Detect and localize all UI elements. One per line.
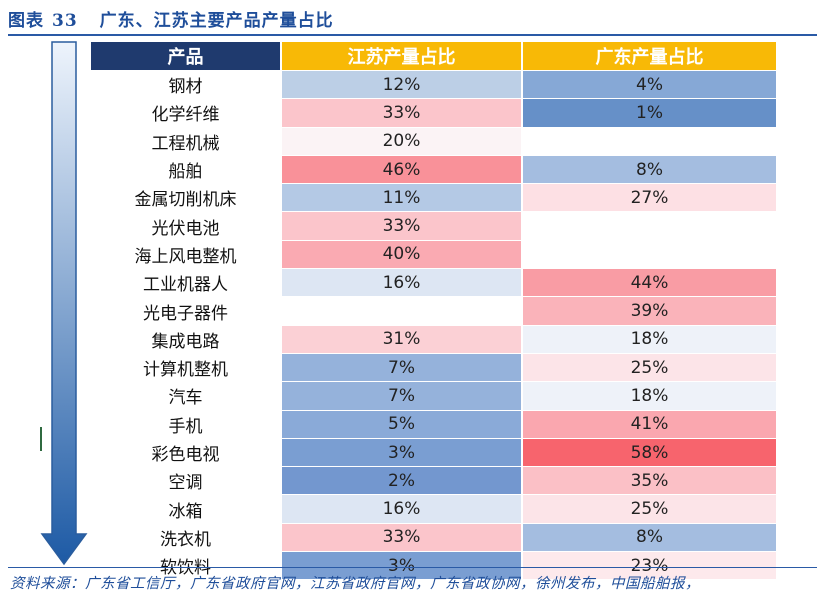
jiangsu-share-cell: 7% (281, 381, 523, 411)
product-name: 工业机器人 (91, 268, 282, 298)
figure-title-text: 广东、江苏主要产品产量占比 (99, 11, 334, 31)
product-name: 光伏电池 (91, 211, 282, 241)
table-row: 计算机整机 7% 25% (91, 353, 778, 383)
figure-number: 33 (52, 11, 78, 31)
jiangsu-share-cell: 33% (281, 98, 523, 128)
guangdong-share-cell: 41% (522, 410, 778, 439)
jiangsu-share-cell: 16% (281, 494, 523, 524)
table-row: 工程机械 20% (91, 127, 778, 156)
product-name: 钢材 (91, 70, 282, 100)
guangdong-share-cell: 58% (522, 438, 778, 468)
jiangsu-share-cell: 20% (281, 127, 523, 156)
table-row: 空调 2% 35% (91, 466, 778, 496)
product-name: 计算机整机 (91, 353, 282, 383)
product-name: 光电子器件 (91, 296, 282, 326)
production-share-table: 产品 江苏产量占比 广东产量占比 钢材 12% 4% 化学纤维 33% 1% 工程机械 20%… (91, 42, 778, 581)
table-row: 彩色电视 3% 58% (91, 438, 778, 468)
guangdong-share-cell: 35% (522, 466, 778, 496)
guangdong-share-cell: 8% (522, 155, 778, 185)
marker-line (40, 427, 42, 451)
product-name: 化学纤维 (91, 98, 282, 128)
header-guangdong-share: 广东产量占比 (522, 42, 778, 71)
jiangsu-share-cell: 7% (281, 353, 523, 383)
guangdong-share-cell: 4% (522, 70, 778, 100)
product-name: 工程机械 (91, 127, 282, 156)
table-row: 船舶 46% 8% (91, 155, 778, 185)
table-row: 洗衣机 33% 8% (91, 523, 778, 553)
product-name: 冰箱 (91, 494, 282, 524)
table-row: 工业机器人 16% 44% (91, 268, 778, 298)
figure-label: 图表 (8, 11, 44, 31)
guangdong-share-cell (522, 127, 778, 156)
source-note: 资料来源：广东省工信厅，广东省政府官网，江苏省政府官网，广东省政协网，徐州发布，… (10, 576, 700, 592)
guangdong-share-cell: 44% (522, 268, 778, 298)
figure-title: 图表 33 广东、江苏主要产品产量占比 (8, 6, 334, 31)
product-name: 空调 (91, 466, 282, 496)
guangdong-share-cell: 23% (522, 551, 778, 581)
table-row: 钢材 12% 4% (91, 70, 778, 100)
table-header-row: 产品 江苏产量占比 广东产量占比 (91, 42, 778, 71)
jiangsu-share-cell: 33% (281, 211, 523, 241)
table-row: 光伏电池 33% (91, 211, 778, 241)
product-name: 彩色电视 (91, 438, 282, 468)
product-name: 汽车 (91, 381, 282, 411)
guangdong-share-cell: 1% (522, 98, 778, 128)
table-row: 海上风电整机 40% (91, 240, 778, 270)
jiangsu-share-cell: 31% (281, 325, 523, 354)
table-row: 集成电路 31% 18% (91, 325, 778, 354)
product-name: 软饮料 (91, 551, 282, 581)
jiangsu-share-cell: 5% (281, 410, 523, 439)
table-row: 软饮料 3% 23% (91, 551, 778, 581)
product-name: 洗衣机 (91, 523, 282, 553)
product-name: 船舶 (91, 155, 282, 185)
title-rule (8, 34, 817, 36)
jiangsu-share-cell: 3% (281, 551, 523, 581)
product-name: 手机 (91, 410, 282, 439)
guangdong-share-cell: 39% (522, 296, 778, 326)
jiangsu-share-cell: 40% (281, 240, 523, 270)
guangdong-share-cell (522, 211, 778, 241)
guangdong-share-cell: 25% (522, 353, 778, 383)
table-row: 汽车 7% 18% (91, 381, 778, 411)
header-product: 产品 (91, 42, 282, 71)
table-row: 冰箱 16% 25% (91, 494, 778, 524)
header-jiangsu-share: 江苏产量占比 (281, 42, 523, 71)
guangdong-share-cell: 18% (522, 325, 778, 354)
table-row: 化学纤维 33% 1% (91, 98, 778, 128)
product-name: 海上风电整机 (91, 240, 282, 270)
product-name: 金属切削机床 (91, 183, 282, 213)
guangdong-share-cell: 8% (522, 523, 778, 553)
jiangsu-share-cell: 16% (281, 268, 523, 298)
table-row: 金属切削机床 11% 27% (91, 183, 778, 213)
product-name: 集成电路 (91, 325, 282, 354)
jiangsu-share-cell (281, 296, 523, 326)
table-row: 光电子器件 39% (91, 296, 778, 326)
jiangsu-share-cell: 3% (281, 438, 523, 468)
down-arrow-icon (40, 40, 90, 568)
guangdong-share-cell: 25% (522, 494, 778, 524)
guangdong-share-cell (522, 240, 778, 270)
guangdong-share-cell: 18% (522, 381, 778, 411)
jiangsu-share-cell: 12% (281, 70, 523, 100)
jiangsu-share-cell: 46% (281, 155, 523, 185)
table-row: 手机 5% 41% (91, 410, 778, 439)
jiangsu-share-cell: 33% (281, 523, 523, 553)
jiangsu-share-cell: 11% (281, 183, 523, 213)
source-rule (8, 567, 817, 568)
jiangsu-share-cell: 2% (281, 466, 523, 496)
guangdong-share-cell: 27% (522, 183, 778, 213)
